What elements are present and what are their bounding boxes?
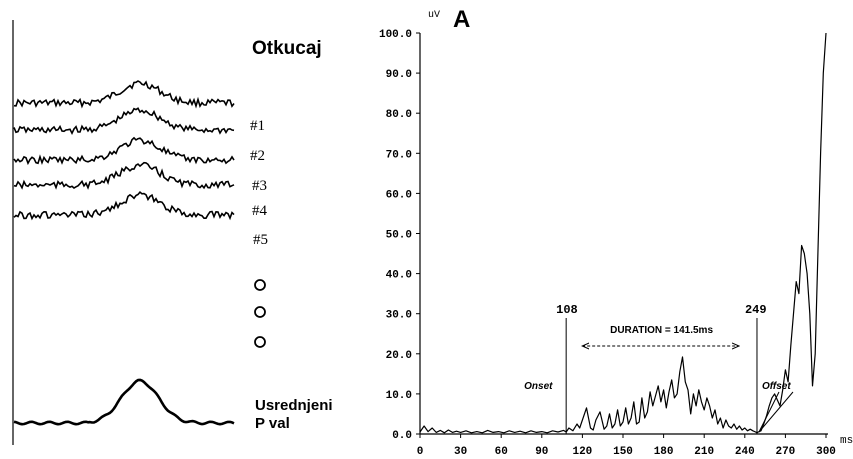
y-tick-label: 100.0 (379, 29, 412, 41)
x-tick-label: 150 (613, 446, 633, 458)
series-line (419, 32, 827, 434)
averaged-label-line2: P val (255, 415, 290, 432)
beat-label-5: #5 (253, 232, 268, 248)
y-axis-unit: uV (428, 10, 440, 21)
x-tick-label: 60 (495, 446, 508, 458)
x-tick-label: 270 (775, 446, 795, 458)
y-tick-label: 0.0 (392, 430, 412, 442)
y-tick-label: 10.0 (386, 390, 412, 402)
beat-label-2: #2 (250, 148, 265, 164)
y-tick-label: 20.0 (386, 350, 412, 362)
continuation-dot-1 (254, 279, 266, 291)
y-tick-label: 80.0 (386, 109, 412, 121)
offset-pointer-1 (758, 391, 780, 433)
y-tick-label: 70.0 (386, 149, 412, 161)
y-tick-label: 40.0 (386, 270, 412, 282)
x-tick-label: 180 (654, 446, 674, 458)
beat-trace-2 (13, 107, 235, 136)
y-axis-ticks: 0.0 10.0 20.0 30.0 40.0 50.0 60.0 70.0 80.0 90.0 1… (379, 29, 420, 442)
x-tick-label: 30 (454, 446, 467, 458)
y-tick-label: 90.0 (386, 69, 412, 81)
duration-label: DURATION = 141.5ms (610, 325, 713, 336)
beat-traces (13, 80, 235, 221)
continuation-dot-3 (254, 336, 266, 348)
beat-trace-4 (13, 161, 235, 190)
beat-label-4: #4 (252, 203, 268, 219)
y-tick-label: 30.0 (386, 310, 412, 322)
offset-text-label: Offset (762, 381, 791, 392)
x-tick-label: 0 (417, 446, 424, 458)
beat-trace-3 (13, 136, 235, 166)
left-panel: Otkucaj #1 #2 #3 #4 #5 Usrednjeni P val (12, 20, 333, 445)
x-tick-label: 300 (816, 446, 836, 458)
x-axis-ticks: 0 30 60 90 120 150 180 210 240 270 300 (417, 434, 836, 458)
chart-panel: A uV ms 0.0 10.0 20.0 30.0 40.0 50.0 60.0 70.0 8… (379, 6, 853, 458)
beat-trace-5 (13, 190, 235, 221)
averaged-label-line1: Usrednjeni (255, 397, 333, 414)
onset-text-label: Onset (524, 381, 553, 392)
beat-trace-1 (13, 80, 235, 109)
x-tick-label: 210 (694, 446, 714, 458)
offset-pointer-2 (758, 391, 794, 433)
beats-title: Otkucaj (252, 38, 322, 59)
beat-label-1: #1 (250, 118, 265, 134)
x-axis-unit: ms (840, 435, 853, 447)
panel-letter: A (453, 6, 470, 33)
offset-value-label: 249 (745, 303, 767, 317)
y-tick-label: 50.0 (386, 230, 412, 242)
beat-label-3: #3 (252, 178, 267, 194)
y-tick-label: 60.0 (386, 189, 412, 201)
x-tick-label: 240 (735, 446, 755, 458)
continuation-dot-2 (254, 306, 266, 318)
x-tick-label: 90 (535, 446, 548, 458)
onset-value-label: 108 (556, 303, 578, 317)
x-tick-label: 120 (572, 446, 592, 458)
averaged-p-wave-trace (13, 378, 235, 426)
